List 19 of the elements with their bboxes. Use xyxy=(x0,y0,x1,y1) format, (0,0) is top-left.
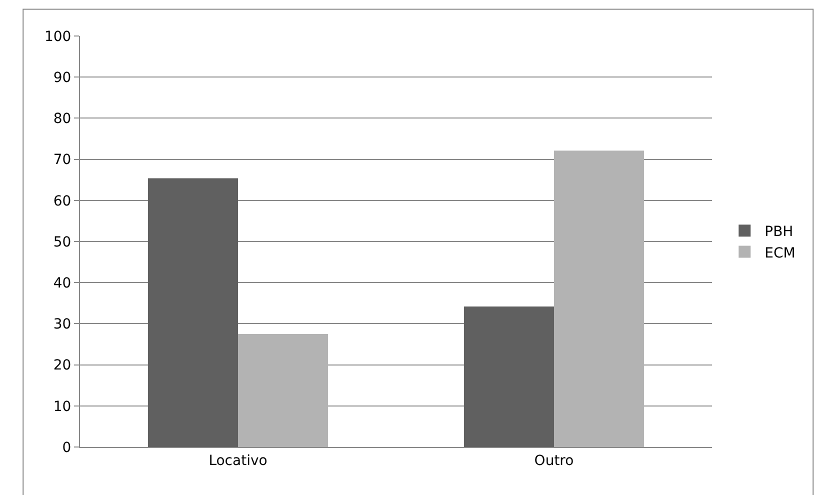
y-tick-label: 0 xyxy=(62,440,72,456)
y-tick-label: 60 xyxy=(53,193,72,210)
y-tick-label: 30 xyxy=(53,316,72,333)
legend-label: ECM xyxy=(764,245,796,262)
bar xyxy=(464,306,554,447)
x-tick-label: Outro xyxy=(534,452,574,469)
bar xyxy=(148,178,238,447)
y-tick-label: 80 xyxy=(53,111,72,128)
y-tick-label: 20 xyxy=(53,358,72,374)
y-tick-label: 90 xyxy=(53,70,72,86)
bar xyxy=(554,150,644,447)
y-tick-label: 70 xyxy=(53,152,72,168)
y-tick-label: 40 xyxy=(53,276,72,292)
y-tick-label: 100 xyxy=(44,28,72,45)
legend-label: PBH xyxy=(764,224,794,240)
bar xyxy=(238,334,328,447)
y-tick-label: 10 xyxy=(53,398,72,415)
x-tick-label: Locativo xyxy=(208,452,268,469)
y-tick-label: 50 xyxy=(53,234,72,250)
